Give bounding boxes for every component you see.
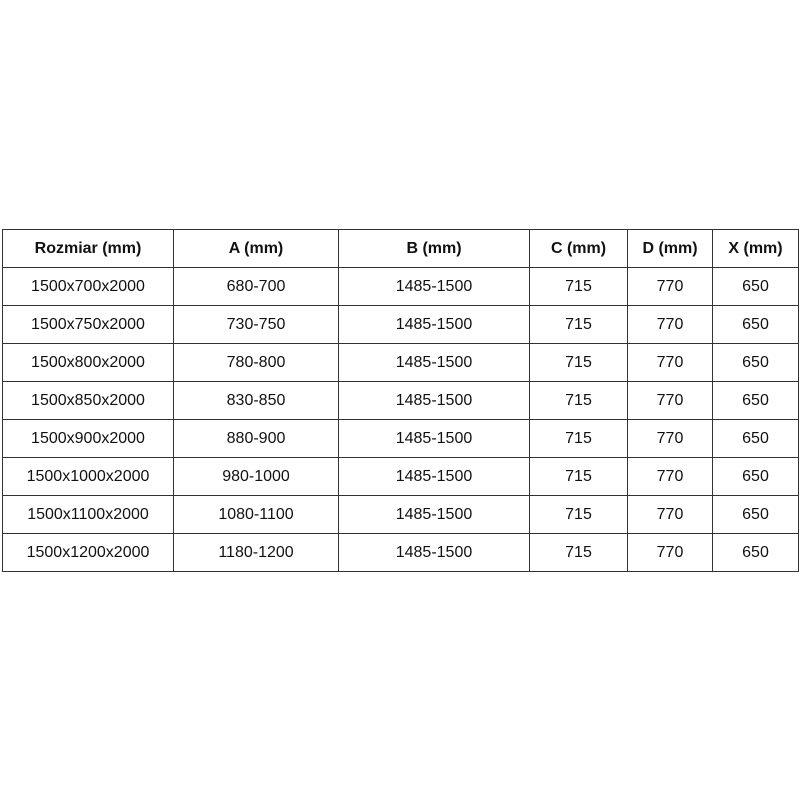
table-row: 1500x750x2000 730-750 1485-1500 715 770 650 — [2, 305, 799, 344]
column-header: X (mm) — [712, 229, 799, 268]
table-cell: 1500x800x2000 — [2, 343, 174, 382]
table-row: 1500x700x2000 680-700 1485-1500 715 770 650 — [2, 267, 799, 306]
table-cell: 650 — [712, 267, 799, 306]
table-cell: 1500x1200x2000 — [2, 533, 174, 572]
table-row: 1500x900x2000 880-900 1485-1500 715 770 650 — [2, 419, 799, 458]
table-row: 1500x1100x2000 1080-1100 1485-1500 715 770 65… — [2, 495, 799, 534]
table-row: 1500x1200x2000 1180-1200 1485-1500 715 770 65… — [2, 533, 799, 572]
table-row: 1500x850x2000 830-850 1485-1500 715 770 650 — [2, 381, 799, 420]
table-cell: 1485-1500 — [338, 457, 530, 496]
column-header: C (mm) — [529, 229, 628, 268]
header-row: Rozmiar (mm) A (mm) B (mm) C (mm) D (mm) X (m… — [2, 229, 799, 268]
table-cell: 1485-1500 — [338, 419, 530, 458]
table-cell: 1500x1100x2000 — [2, 495, 174, 534]
column-header: Rozmiar (mm) — [2, 229, 174, 268]
table-cell: 715 — [529, 381, 628, 420]
table-cell: 1500x1000x2000 — [2, 457, 174, 496]
table-cell: 1500x700x2000 — [2, 267, 174, 306]
column-header: D (mm) — [627, 229, 713, 268]
column-header: A (mm) — [173, 229, 339, 268]
table-cell: 650 — [712, 305, 799, 344]
table-cell: 1500x900x2000 — [2, 419, 174, 458]
table-cell: 1500x750x2000 — [2, 305, 174, 344]
table-cell: 770 — [627, 533, 713, 572]
table-cell: 770 — [627, 381, 713, 420]
table-cell: 780-800 — [173, 343, 339, 382]
table-cell: 1485-1500 — [338, 381, 530, 420]
table-cell: 715 — [529, 343, 628, 382]
table-cell: 1080-1100 — [173, 495, 339, 534]
table-cell: 880-900 — [173, 419, 339, 458]
table-cell: 650 — [712, 381, 799, 420]
table-cell: 650 — [712, 419, 799, 458]
table-cell: 1485-1500 — [338, 343, 530, 382]
table-cell: 770 — [627, 419, 713, 458]
table-row: 1500x800x2000 780-800 1485-1500 715 770 650 — [2, 343, 799, 382]
table-cell: 650 — [712, 533, 799, 572]
table-cell: 715 — [529, 457, 628, 496]
table-cell: 715 — [529, 305, 628, 344]
table-cell: 830-850 — [173, 381, 339, 420]
table-cell: 770 — [627, 457, 713, 496]
table-cell: 715 — [529, 419, 628, 458]
table-cell: 1485-1500 — [338, 267, 530, 306]
table-cell: 770 — [627, 305, 713, 344]
table-row: 1500x1000x2000 980-1000 1485-1500 715 770 650 — [2, 457, 799, 496]
table-cell: 1485-1500 — [338, 305, 530, 344]
table-cell: 1485-1500 — [338, 533, 530, 572]
table-cell: 715 — [529, 267, 628, 306]
table-cell: 650 — [712, 495, 799, 534]
table-cell: 680-700 — [173, 267, 339, 306]
table-cell: 1485-1500 — [338, 495, 530, 534]
table-cell: 1500x850x2000 — [2, 381, 174, 420]
table-cell: 715 — [529, 495, 628, 534]
table-cell: 650 — [712, 343, 799, 382]
table-cell: 715 — [529, 533, 628, 572]
table-cell: 650 — [712, 457, 799, 496]
dimensions-table: Rozmiar (mm) A (mm) B (mm) C (mm) D (mm) X (m… — [2, 229, 799, 572]
table-cell: 770 — [627, 495, 713, 534]
table-cell: 770 — [627, 267, 713, 306]
table-cell: 770 — [627, 343, 713, 382]
table-cell: 980-1000 — [173, 457, 339, 496]
table-cell: 730-750 — [173, 305, 339, 344]
table-cell: 1180-1200 — [173, 533, 339, 572]
column-header: B (mm) — [338, 229, 530, 268]
